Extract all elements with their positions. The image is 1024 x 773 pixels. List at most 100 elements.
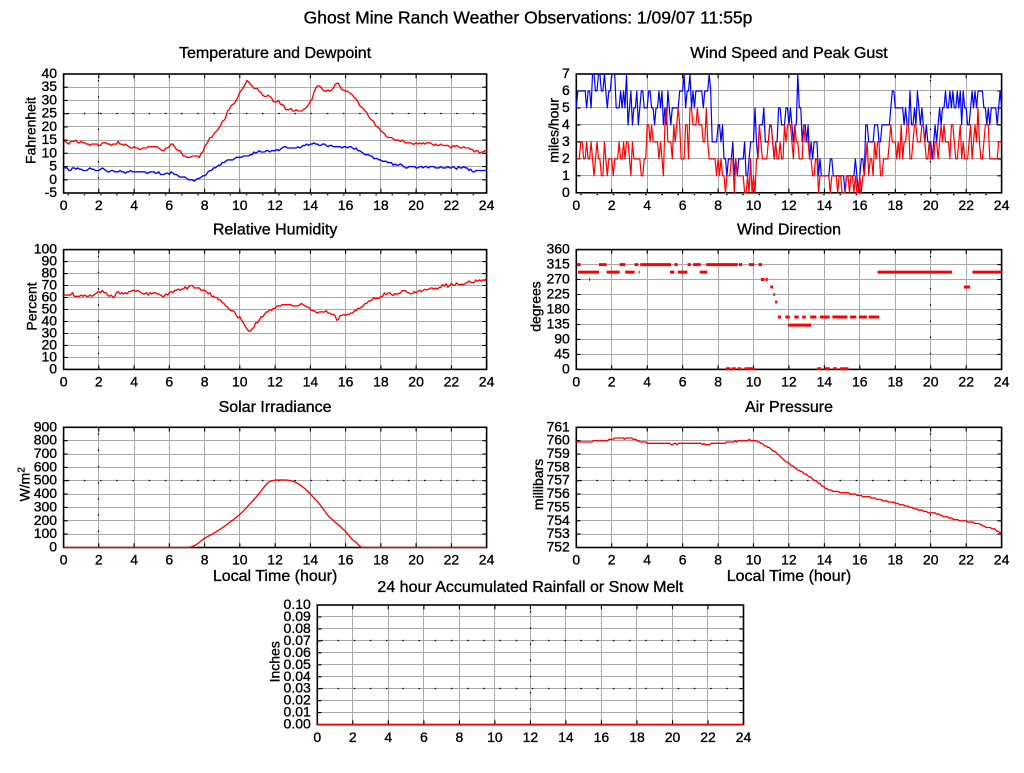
svg-text:22: 22 [958,552,974,568]
svg-text:0: 0 [60,552,68,568]
svg-text:10: 10 [42,144,58,160]
svg-text:millibars: millibars [530,459,546,510]
svg-text:0: 0 [572,374,580,390]
svg-text:14: 14 [817,552,833,568]
svg-text:6: 6 [679,197,687,213]
svg-text:2: 2 [608,197,616,213]
svg-text:Ghost Mine Ranch Weather Obser: Ghost Mine Ranch Weather Observations: 1… [304,8,753,28]
svg-text:15: 15 [42,131,58,147]
svg-text:0.01: 0.01 [284,704,311,720]
svg-text:80: 80 [42,265,58,281]
svg-text:0.08: 0.08 [284,620,311,636]
svg-text:14: 14 [303,552,319,568]
svg-text:100: 100 [34,525,58,541]
svg-text:miles/hour: miles/hour [546,98,562,163]
svg-text:0: 0 [562,360,570,376]
svg-text:W/m2: W/m2 [17,467,33,502]
svg-text:20: 20 [923,374,939,390]
svg-text:700: 700 [34,445,58,461]
svg-text:18: 18 [373,374,389,390]
svg-text:16: 16 [852,374,868,390]
svg-text:755: 755 [546,498,570,514]
svg-text:14: 14 [303,374,319,390]
svg-text:0: 0 [49,539,57,555]
svg-text:0.03: 0.03 [284,680,311,696]
svg-text:22: 22 [700,729,716,745]
svg-text:8: 8 [456,729,464,745]
svg-text:16: 16 [338,374,354,390]
svg-text:20: 20 [923,197,939,213]
svg-text:35: 35 [42,78,58,94]
svg-text:360: 360 [546,241,570,257]
svg-text:0: 0 [60,374,68,390]
svg-text:18: 18 [373,197,389,213]
svg-text:20: 20 [42,118,58,134]
svg-text:12: 12 [267,374,283,390]
svg-text:4: 4 [643,197,651,213]
svg-text:6: 6 [679,552,687,568]
svg-text:14: 14 [558,729,574,745]
svg-text:759: 759 [546,445,570,461]
svg-text:900: 900 [34,418,58,434]
svg-text:degrees: degrees [528,281,544,332]
svg-text:0: 0 [49,360,57,376]
svg-text:24: 24 [479,374,495,390]
svg-text:18: 18 [629,729,645,745]
svg-text:Relative Humidity: Relative Humidity [213,222,337,239]
svg-text:Inches: Inches [267,641,283,682]
svg-text:40: 40 [42,313,58,329]
svg-text:50: 50 [42,301,58,317]
svg-text:10: 10 [746,552,762,568]
svg-text:0.10: 0.10 [284,596,311,612]
svg-text:16: 16 [338,197,354,213]
svg-text:Wind Speed and Peak Gust: Wind Speed and Peak Gust [690,45,888,62]
svg-text:20: 20 [408,197,424,213]
svg-text:16: 16 [852,552,868,568]
svg-text:90: 90 [554,330,570,346]
svg-text:20: 20 [42,336,58,352]
svg-text:400: 400 [34,485,58,501]
svg-text:180: 180 [546,301,570,317]
svg-text:135: 135 [546,316,570,332]
svg-text:18: 18 [888,374,904,390]
svg-text:22: 22 [444,374,460,390]
svg-text:16: 16 [338,552,354,568]
svg-text:10: 10 [232,374,248,390]
svg-text:5: 5 [49,158,57,174]
svg-text:8: 8 [714,374,722,390]
svg-text:6: 6 [165,552,173,568]
svg-text:16: 16 [852,197,868,213]
svg-text:24: 24 [994,374,1010,390]
svg-text:Temperature and Dewpoint: Temperature and Dewpoint [179,45,372,62]
svg-text:2: 2 [608,374,616,390]
svg-text:12: 12 [267,552,283,568]
svg-text:6: 6 [679,374,687,390]
svg-text:757: 757 [546,472,570,488]
svg-text:500: 500 [34,472,58,488]
svg-text:100: 100 [34,241,58,257]
svg-text:0.07: 0.07 [284,632,311,648]
svg-text:24: 24 [479,197,495,213]
svg-text:760: 760 [546,432,570,448]
svg-text:4: 4 [130,552,138,568]
svg-text:2: 2 [349,729,357,745]
svg-text:22: 22 [444,197,460,213]
svg-text:758: 758 [546,458,570,474]
svg-text:12: 12 [267,197,283,213]
svg-text:2: 2 [608,552,616,568]
svg-text:754: 754 [546,512,570,528]
svg-text:20: 20 [408,552,424,568]
svg-text:Local Time (hour): Local Time (hour) [213,568,338,585]
svg-text:0.05: 0.05 [284,656,311,672]
svg-text:0.02: 0.02 [284,692,311,708]
svg-text:4: 4 [562,116,570,132]
svg-text:14: 14 [817,197,833,213]
svg-text:200: 200 [34,512,58,528]
svg-text:4: 4 [130,374,138,390]
svg-text:24 hour Accumulated Rainfall o: 24 hour Accumulated Rainfall or Snow Mel… [377,579,683,596]
svg-text:Air Pressure: Air Pressure [745,399,833,416]
svg-text:8: 8 [714,552,722,568]
svg-text:0: 0 [572,552,580,568]
svg-text:0: 0 [60,197,68,213]
svg-text:6: 6 [562,82,570,98]
